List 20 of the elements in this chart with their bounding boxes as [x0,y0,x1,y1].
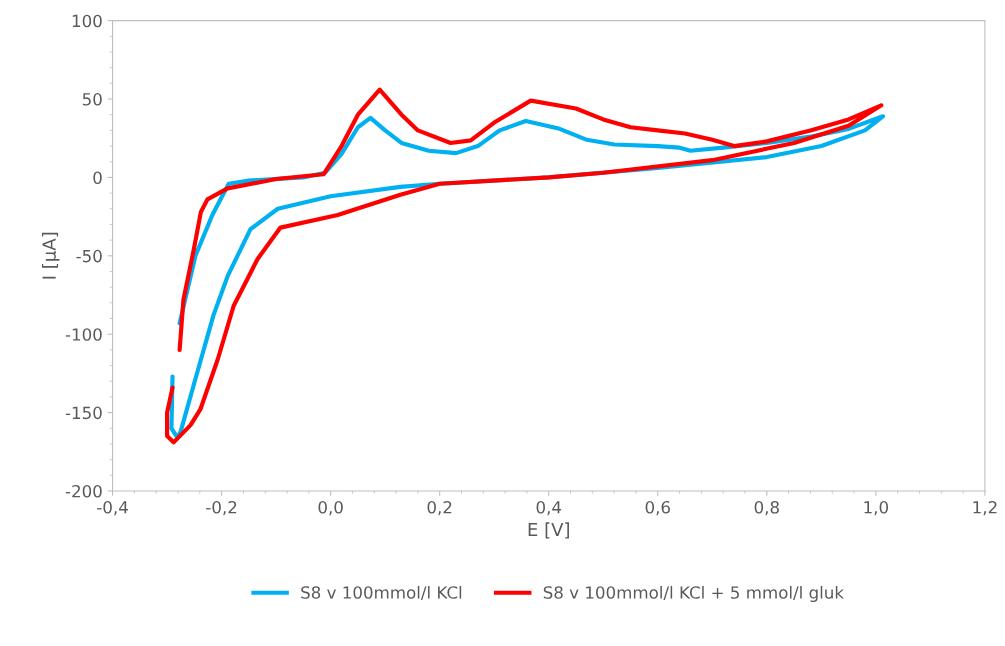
y-tick-label: -150 [65,406,102,420]
y-tick-label: 0 [93,171,102,184]
legend-label: S8 v 100mmol/l KCl + 5 mmol/l gluk [543,585,844,603]
x-tick-label: 0,6 [645,500,670,516]
x-tick-label: 1,2 [973,500,997,516]
x-tick-label: -0,4 [97,500,128,516]
y-tick-label: 100 [72,14,102,28]
y-tick-label: -100 [65,328,102,341]
legend-label: S8 v 100mmol/l KCl [301,585,462,601]
x-tick-label: 0,2 [427,500,452,516]
y-tick-label: -200 [65,484,102,498]
y-tick-label: 50 [82,93,102,106]
x-tick-label: 0,0 [318,500,343,516]
y-tick-label: -50 [76,249,102,263]
x-axis-title: E [V] [528,522,569,539]
x-tick-label: 0,4 [536,500,562,516]
y-axis-title: I [µA] [41,232,60,279]
x-tick-label: -0,2 [206,500,237,516]
x-tick-label: 0,8 [754,500,779,516]
x-tick-label: 1,0 [864,500,888,516]
